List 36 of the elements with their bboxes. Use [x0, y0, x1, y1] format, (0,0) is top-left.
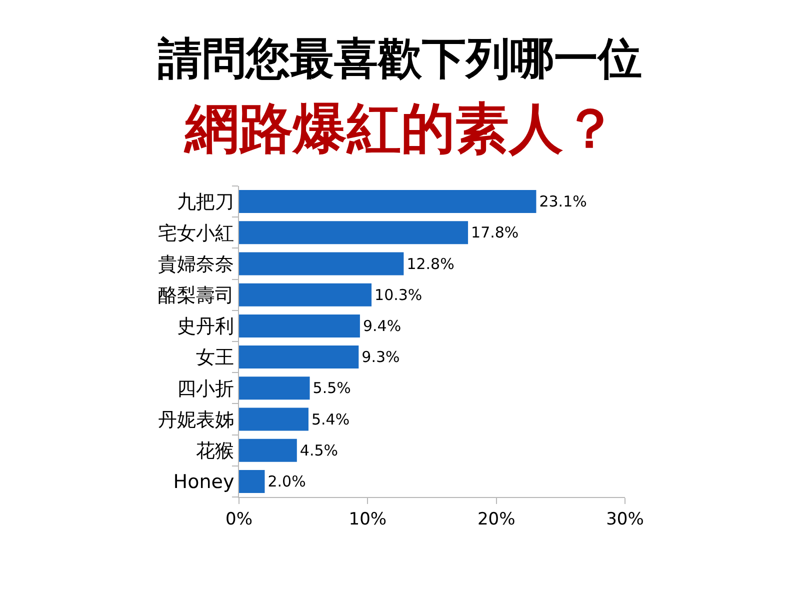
y-tick-label: Honey [173, 471, 234, 494]
y-tick-label: 貴婦奈奈 [158, 253, 234, 276]
data-label: 4.5% [300, 441, 338, 460]
y-tick-label: 史丹利 [177, 316, 234, 338]
y-tick-label: 花猴 [196, 440, 234, 462]
x-tick-label: 30% [606, 509, 644, 530]
chart-subtitle: 網路爆紅的素人？ [183, 97, 617, 160]
y-tick-label: 九把刀 [177, 191, 234, 214]
bar [239, 376, 310, 400]
data-label: 17.8% [471, 224, 519, 242]
data-label: 2.0% [268, 472, 306, 490]
data-label: 10.3% [374, 286, 422, 304]
y-tick-label: 丹妮表姊 [158, 408, 234, 431]
y-tick-label: 女王 [196, 346, 234, 369]
bar [239, 438, 297, 462]
bar [239, 221, 468, 244]
data-label: 12.8% [406, 254, 454, 273]
data-label: 5.5% [312, 379, 351, 398]
data-label: 9.3% [362, 348, 400, 366]
bar [239, 283, 372, 306]
bar [239, 346, 359, 369]
bar [239, 252, 404, 276]
data-label: 9.4% [362, 316, 402, 335]
chart-title: 請問您最喜歡下列哪一位 [157, 33, 642, 84]
x-tick-label: 20% [477, 509, 516, 530]
x-tick-label: 0% [226, 509, 252, 530]
data-label: 23.1% [539, 192, 587, 211]
bar [239, 190, 536, 214]
bar [239, 408, 308, 431]
x-tick-label: 10% [348, 509, 387, 530]
bar [239, 470, 265, 493]
y-tick-label: 宅女小紅 [158, 222, 234, 244]
y-tick-label: 四小折 [177, 378, 234, 400]
y-tick-label: 酪梨壽司 [158, 284, 234, 306]
data-label: 5.4% [311, 410, 350, 428]
bar [239, 314, 360, 338]
